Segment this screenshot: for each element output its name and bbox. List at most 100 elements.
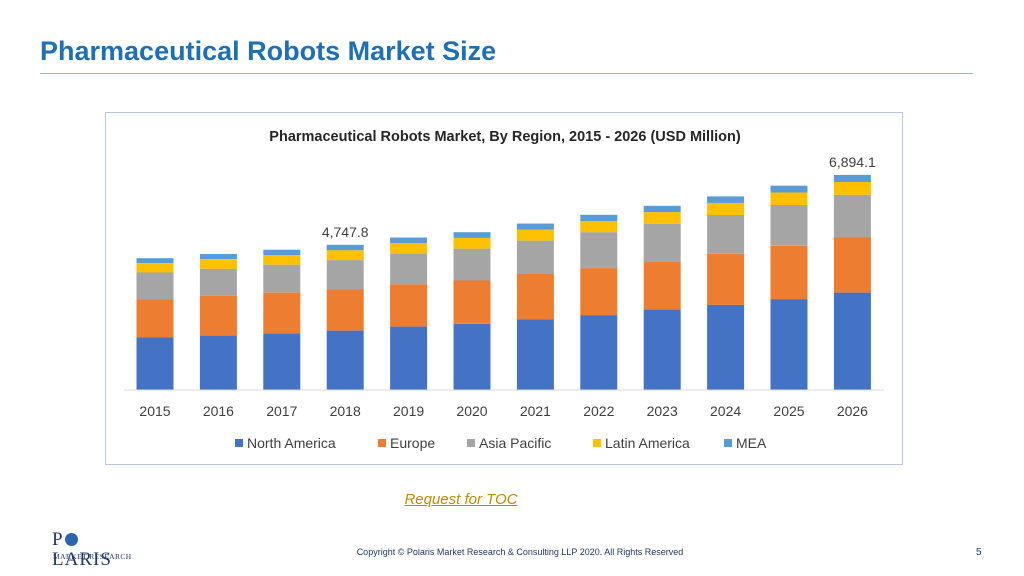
x-tick-label-2025: 2025 — [773, 403, 804, 419]
bar-asia-pacific-2020 — [453, 248, 491, 281]
bar-mea-2019 — [390, 237, 428, 244]
x-tick-label-2023: 2023 — [647, 403, 678, 419]
x-tick-label-2019: 2019 — [393, 403, 424, 419]
copyright-text: Copyright © Polaris Market Research & Co… — [356, 547, 684, 557]
bars-group — [136, 174, 871, 390]
bar-europe-2024 — [707, 253, 745, 305]
legend-swatch-north-america — [235, 439, 243, 447]
page-number: 5 — [976, 547, 982, 558]
title-divider — [40, 73, 973, 74]
bar-mea-2022 — [580, 214, 618, 221]
data-label-2026: 6,894.1 — [829, 154, 876, 170]
bar-europe-2016 — [199, 295, 237, 336]
bar-latin-america-2021 — [516, 229, 554, 241]
logo-letter-p: P — [52, 529, 64, 550]
bar-asia-pacific-2017 — [263, 264, 301, 293]
bar-asia-pacific-2016 — [199, 268, 237, 296]
bar-latin-america-2017 — [263, 255, 301, 265]
bar-europe-2020 — [453, 280, 491, 324]
x-tick-label-2020: 2020 — [456, 403, 487, 419]
bar-mea-2018 — [326, 244, 364, 251]
bar-mea-2024 — [707, 196, 745, 203]
legend-swatch-mea — [724, 439, 732, 447]
bar-mea-2017 — [263, 249, 301, 255]
bar-asia-pacific-2022 — [580, 232, 618, 269]
request-toc-link[interactable]: Request for TOC — [404, 491, 518, 508]
bar-north-america-2019 — [390, 326, 428, 390]
x-tick-label-2015: 2015 — [139, 403, 170, 419]
bar-north-america-2021 — [516, 319, 554, 390]
bar-asia-pacific-2018 — [326, 260, 364, 290]
bar-north-america-2016 — [199, 335, 237, 390]
page-title: Pharmaceutical Robots Market Size — [40, 36, 497, 66]
bar-north-america-2020 — [453, 323, 491, 390]
x-tick-label-2018: 2018 — [330, 403, 361, 419]
bar-mea-2021 — [516, 223, 554, 230]
bar-latin-america-2016 — [199, 259, 237, 269]
bar-latin-america-2015 — [136, 263, 174, 273]
bar-north-america-2026 — [833, 292, 871, 390]
legend-label-asia-pacific: Asia Pacific — [479, 435, 551, 451]
bar-mea-2020 — [453, 232, 491, 238]
bar-mea-2016 — [199, 254, 237, 260]
chart-frame: Pharmaceutical Robots Market, By Region,… — [105, 112, 903, 465]
bar-north-america-2024 — [707, 304, 745, 390]
bar-mea-2015 — [136, 258, 174, 264]
x-tick-label-2024: 2024 — [710, 403, 741, 419]
bar-europe-2025 — [770, 245, 808, 300]
bar-europe-2015 — [136, 299, 174, 338]
x-tick-label-2017: 2017 — [266, 403, 297, 419]
legend-label-mea: MEA — [736, 435, 767, 451]
legend-swatch-europe — [378, 439, 386, 447]
logo-wordmark: PLARIS — [52, 530, 132, 570]
bar-europe-2018 — [326, 289, 364, 331]
bar-latin-america-2018 — [326, 250, 364, 261]
bar-asia-pacific-2026 — [833, 194, 871, 238]
bar-latin-america-2026 — [833, 182, 871, 195]
bar-asia-pacific-2015 — [136, 272, 174, 300]
bar-europe-2023 — [643, 261, 681, 310]
x-tick-label-2021: 2021 — [520, 403, 551, 419]
bar-asia-pacific-2025 — [770, 205, 808, 246]
stacked-bar-chart: Pharmaceutical Robots Market, By Region,… — [124, 129, 884, 451]
bar-europe-2017 — [263, 292, 301, 334]
x-tick-label-2026: 2026 — [837, 403, 868, 419]
logo-subtitle: MARKET RESEARCH — [53, 552, 132, 561]
legend-swatch-asia-pacific — [467, 439, 475, 447]
chart-title: Pharmaceutical Robots Market, By Region,… — [269, 129, 741, 145]
bar-latin-america-2025 — [770, 192, 808, 205]
bar-north-america-2017 — [263, 333, 301, 390]
bar-latin-america-2024 — [707, 202, 745, 215]
annotations: 4,747.8 6,894.1 — [322, 154, 876, 240]
bar-north-america-2018 — [326, 330, 364, 390]
bar-north-america-2015 — [136, 337, 174, 390]
bar-mea-2025 — [770, 185, 808, 193]
legend: North America Europe Asia Pacific Latin Ame… — [235, 435, 767, 451]
bar-latin-america-2023 — [643, 212, 681, 224]
bar-asia-pacific-2023 — [643, 223, 681, 262]
bar-asia-pacific-2021 — [516, 240, 554, 274]
data-label-2018: 4,747.8 — [322, 224, 369, 240]
bar-latin-america-2020 — [453, 238, 491, 249]
bar-north-america-2023 — [643, 309, 681, 390]
bar-north-america-2022 — [580, 315, 618, 390]
polaris-logo: PLARIS MARKET RESEARCH — [52, 530, 132, 570]
bar-latin-america-2022 — [580, 220, 618, 233]
bar-mea-2023 — [643, 205, 681, 213]
bar-north-america-2025 — [770, 299, 808, 390]
bar-europe-2026 — [833, 237, 871, 293]
bar-asia-pacific-2019 — [390, 253, 428, 285]
legend-label-latin-america: Latin America — [605, 435, 690, 451]
bar-asia-pacific-2024 — [707, 214, 745, 254]
logo-letters-laris: LARIS — [52, 549, 112, 570]
logo-star-icon — [64, 533, 78, 546]
bar-europe-2019 — [390, 284, 428, 327]
legend-label-north-america: North America — [247, 435, 336, 451]
bar-mea-2026 — [833, 174, 871, 182]
x-tick-label-2016: 2016 — [203, 403, 234, 419]
legend-label-europe: Europe — [390, 435, 435, 451]
bar-latin-america-2019 — [390, 243, 428, 254]
x-tick-labels: 2015 2016 2017 2018 2019 2020 2021 2022 2023 2024… — [139, 403, 868, 419]
bar-europe-2022 — [580, 268, 618, 316]
bar-europe-2021 — [516, 274, 554, 320]
